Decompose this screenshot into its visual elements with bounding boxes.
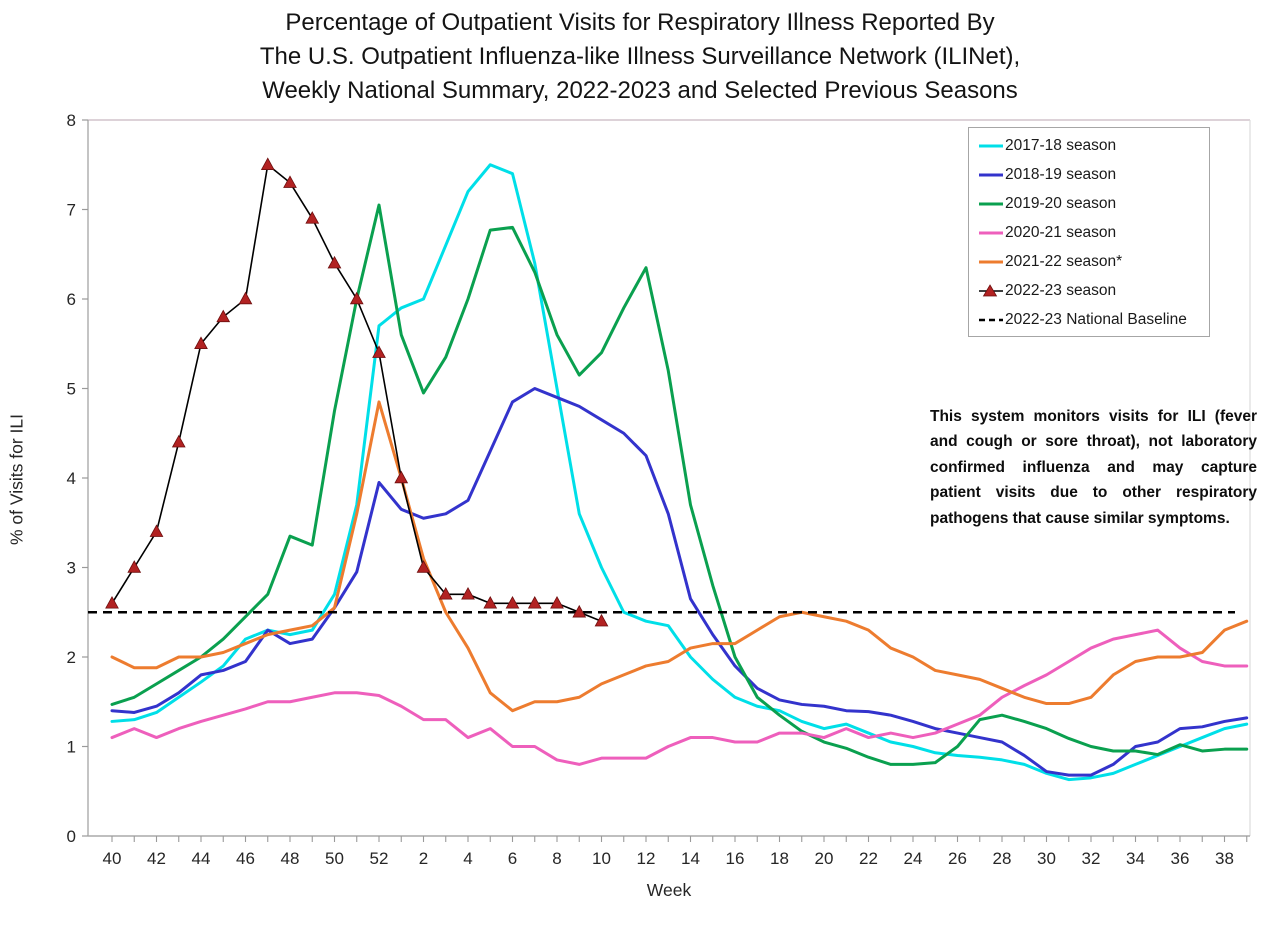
annotation-text: This system monitors visits for ILI (fev… (930, 408, 1257, 527)
x-tick-label: 20 (815, 849, 834, 868)
x-tick-label: 52 (370, 849, 389, 868)
legend-swatch-triangle-line-icon (979, 283, 1003, 296)
y-tick-label: 6 (67, 290, 76, 309)
x-tick-label: 48 (281, 849, 300, 868)
x-tick-label: 12 (637, 849, 656, 868)
triangle-marker (149, 524, 164, 537)
x-tick-label: 40 (103, 849, 122, 868)
legend-item: 2022-23 season (969, 276, 1209, 305)
y-tick-label: 7 (67, 201, 76, 220)
x-tick-label: 6 (508, 849, 517, 868)
legend-item: 2018-19 season (969, 160, 1209, 189)
chart-title: Percentage of Outpatient Visits for Resp… (0, 6, 1280, 108)
triangle-marker (238, 291, 253, 305)
y-tick-label: 5 (67, 380, 76, 399)
series-line-2018-19-season (110, 387, 1249, 777)
x-tick-label: 18 (770, 849, 789, 868)
triangle-marker (171, 434, 186, 448)
series-line-2021-22-season- (110, 400, 1249, 713)
y-tick-label: 0 (67, 827, 76, 846)
chart-title-line3: Weekly National Summary, 2022-2023 and S… (262, 77, 1018, 104)
legend-swatch-line-icon (979, 173, 1003, 176)
triangle-marker (216, 309, 231, 323)
series-line-2019-20-season (110, 203, 1249, 766)
x-tick-label: 38 (1215, 849, 1234, 868)
y-tick-label: 1 (67, 738, 76, 757)
x-axis-title: Week (646, 880, 692, 900)
x-tick-label: 42 (147, 849, 166, 868)
legend-label: 2022-23 season (1005, 281, 1117, 299)
y-tick-label: 4 (67, 469, 76, 488)
x-tick-label: 10 (592, 849, 611, 868)
legend-swatch-line-icon (979, 260, 1003, 263)
x-tick-label: 2 (419, 849, 428, 868)
x-tick-label: 8 (552, 849, 561, 868)
legend-item: 2021-22 season* (969, 247, 1209, 276)
chart-title-line1: Percentage of Outpatient Visits for Resp… (285, 9, 995, 36)
legend-label: 2017-18 season (1005, 136, 1117, 154)
x-tick-label: 34 (1126, 849, 1145, 868)
triangle-marker (527, 595, 542, 609)
legend-label: 2019-20 season (1005, 194, 1117, 212)
legend-item: 2020-21 season (969, 218, 1209, 247)
x-tick-label: 14 (681, 849, 700, 868)
legend-swatch-line-icon (979, 231, 1003, 234)
legend-label: 2022-23 National Baseline (1005, 310, 1187, 328)
series-line-2020-21-season (110, 628, 1249, 766)
series-line-2017-18-season (110, 163, 1249, 782)
triangle-marker (349, 291, 364, 305)
triangle-marker (127, 560, 142, 573)
triangle-marker (327, 255, 342, 269)
legend-item: 2022-23 National Baseline (969, 305, 1209, 334)
triangle-marker (438, 587, 453, 600)
triangle-marker (505, 595, 520, 609)
legend-item: 2019-20 season (969, 189, 1209, 218)
triangle-marker (105, 595, 119, 609)
x-tick-label: 28 (993, 849, 1012, 868)
y-axis-title: % of Visits for ILI (6, 414, 27, 545)
triangle-marker (194, 336, 208, 349)
triangle-marker (260, 157, 275, 170)
triangle-marker (594, 613, 609, 627)
legend-swatch-line-icon (979, 144, 1003, 147)
x-tick-label: 46 (236, 849, 255, 868)
x-tick-label: 16 (726, 849, 745, 868)
legend-label: 2021-22 season* (1005, 252, 1123, 270)
legend-swatch-dashed-icon (979, 318, 1003, 321)
legend-label: 2020-21 season (1005, 223, 1117, 241)
triangle-marker (483, 595, 498, 609)
triangle-marker (550, 595, 564, 609)
x-tick-label: 30 (1037, 849, 1056, 868)
y-tick-label: 3 (67, 559, 76, 578)
x-tick-label: 22 (859, 849, 878, 868)
triangle-marker (372, 345, 386, 358)
y-tick-label: 8 (67, 111, 76, 130)
x-tick-label: 26 (948, 849, 967, 868)
triangle-marker (416, 560, 431, 573)
triangle-marker (283, 175, 297, 188)
x-tick-label: 24 (904, 849, 923, 868)
x-tick-label: 36 (1171, 849, 1190, 868)
legend-swatch-line-icon (979, 202, 1003, 205)
legend-label: 2018-19 season (1005, 165, 1117, 183)
x-tick-label: 32 (1082, 849, 1101, 868)
triangle-marker (572, 604, 587, 618)
x-tick-label: 44 (192, 849, 211, 868)
y-tick-label: 2 (67, 648, 76, 667)
chart-title-line2: The U.S. Outpatient Influenza-like Illne… (259, 43, 1021, 70)
x-tick-label: 50 (325, 849, 344, 868)
triangle-marker (461, 587, 475, 600)
legend: 2017-18 season 2018-19 season 2019-20 seas… (968, 127, 1210, 337)
triangle-marker (305, 211, 320, 224)
legend-item: 2017-18 season (969, 131, 1209, 160)
triangle-marker (394, 470, 409, 484)
x-tick-label: 4 (463, 849, 472, 868)
